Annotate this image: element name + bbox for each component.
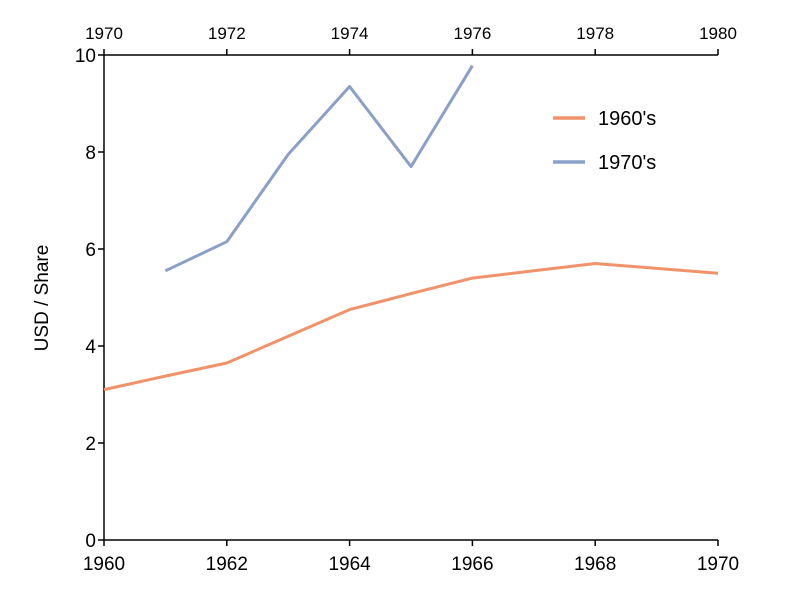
y-tick-label: 8 bbox=[85, 143, 96, 164]
x-bottom-tick-label: 1968 bbox=[574, 554, 616, 575]
x-bottom-tick-label: 1962 bbox=[206, 554, 248, 575]
legend: 1960's 1970's bbox=[553, 108, 656, 174]
y-tick-label: 0 bbox=[85, 531, 96, 552]
x-top-tick-label: 1978 bbox=[576, 24, 614, 43]
series-layer bbox=[103, 64, 719, 392]
x-top-tick-label: 1974 bbox=[331, 24, 369, 43]
x-top-tick-label: 1976 bbox=[453, 24, 491, 43]
x-bottom-tick-label: 1970 bbox=[697, 554, 739, 575]
x-bottom-tick-label: 1964 bbox=[328, 554, 371, 575]
y-tick-label: 10 bbox=[75, 46, 96, 67]
x-bottom-tick-label: 1966 bbox=[451, 554, 493, 575]
legend-label-2: 1970's bbox=[598, 152, 656, 174]
y-tick-label: 4 bbox=[85, 337, 96, 358]
x-top-tick-label: 1970 bbox=[85, 24, 123, 43]
x-bottom-tick-label: 1960 bbox=[83, 554, 125, 575]
y-tick-label: 6 bbox=[85, 240, 96, 261]
axes: 0 2 4 6 8 10 1960 1962 1964 1966 1968 1970 1970 1972 1… bbox=[75, 24, 739, 575]
y-tick-label: 2 bbox=[85, 434, 96, 455]
x-top-tick-label: 1972 bbox=[208, 24, 246, 43]
legend-label-1: 1960's bbox=[598, 108, 656, 130]
y-axis-title: USD / Share bbox=[32, 245, 53, 352]
x-top-tick-label: 1980 bbox=[699, 24, 737, 43]
series-line-2 bbox=[164, 64, 474, 273]
series-line-1 bbox=[103, 262, 719, 392]
